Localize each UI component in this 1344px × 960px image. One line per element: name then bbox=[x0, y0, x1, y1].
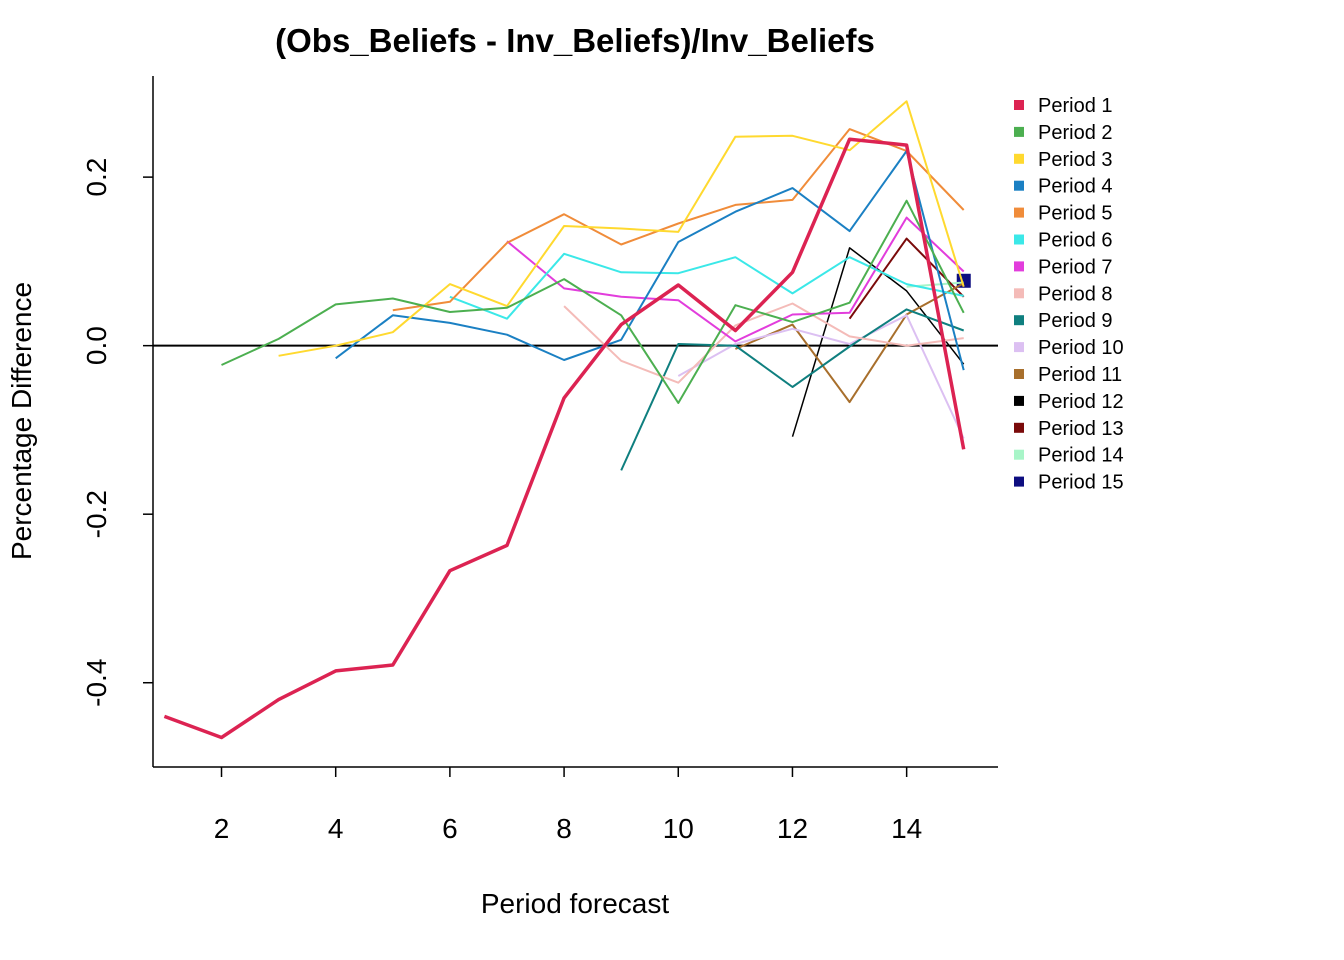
legend-label-period-2: Period 2 bbox=[1038, 122, 1113, 144]
period-5-line bbox=[392, 128, 965, 312]
legend-swatch-period-3 bbox=[1014, 153, 1024, 164]
series-layer bbox=[163, 100, 971, 740]
x-tick-label: 14 bbox=[891, 813, 922, 844]
legend-label-period-13: Period 13 bbox=[1038, 418, 1124, 440]
y-tick-label: -0.4 bbox=[81, 659, 112, 707]
period-11-line bbox=[735, 282, 965, 404]
legend-swatch-period-15 bbox=[1014, 476, 1024, 487]
legend-swatch-period-9 bbox=[1014, 315, 1024, 326]
period-2-line bbox=[221, 199, 965, 404]
period-10-line bbox=[677, 314, 965, 439]
legend-label-period-7: Period 7 bbox=[1038, 256, 1113, 278]
x-tick-label: 8 bbox=[556, 813, 572, 844]
x-tick-label: 12 bbox=[777, 813, 808, 844]
legend-swatch-period-7 bbox=[1014, 261, 1024, 272]
period-8-line bbox=[563, 302, 964, 384]
legend-label-period-1: Period 1 bbox=[1038, 95, 1113, 117]
legend-label-period-15: Period 15 bbox=[1038, 472, 1124, 494]
x-axis-label: Period forecast bbox=[481, 888, 670, 919]
legend-swatch-period-6 bbox=[1014, 234, 1024, 245]
legend-label-period-11: Period 11 bbox=[1038, 364, 1122, 386]
legend-swatch-period-11 bbox=[1014, 369, 1024, 379]
legend-label-period-5: Period 5 bbox=[1038, 203, 1113, 225]
legend-label-period-9: Period 9 bbox=[1038, 310, 1113, 332]
legend-swatch-period-10 bbox=[1014, 342, 1024, 353]
period-3-line bbox=[278, 100, 965, 357]
legend-label-period-12: Period 12 bbox=[1038, 391, 1124, 413]
period-4-line bbox=[335, 150, 965, 371]
x-tick-label: 4 bbox=[328, 813, 344, 844]
y-tick-label: 0.0 bbox=[81, 326, 112, 365]
legend-swatch-period-8 bbox=[1014, 288, 1024, 299]
legend: Period 1 Period 2 Period 3 Period 4 Period 5… bbox=[1014, 95, 1124, 494]
x-tick-label: 10 bbox=[663, 813, 694, 844]
legend-label-period-4: Period 4 bbox=[1038, 176, 1113, 198]
legend-swatch-period-2 bbox=[1014, 126, 1024, 137]
legend-swatch-period-4 bbox=[1014, 180, 1024, 191]
period-6-line bbox=[449, 252, 964, 320]
x-tick-label: 6 bbox=[442, 813, 458, 844]
legend-label-period-3: Period 3 bbox=[1038, 149, 1113, 171]
period-9-line bbox=[620, 308, 965, 471]
legend-swatch-period-1 bbox=[1014, 100, 1024, 110]
legend-label-period-8: Period 8 bbox=[1038, 283, 1113, 305]
x-tick-label: 2 bbox=[214, 813, 230, 844]
axes: 2 4 6 8 10 12 14 -0.4 -0.2 0.0 0.2 bbox=[81, 76, 998, 844]
legend-label-period-6: Period 6 bbox=[1038, 230, 1113, 252]
y-axis-label: Percentage Difference bbox=[6, 282, 37, 560]
legend-label-period-14: Period 14 bbox=[1038, 445, 1124, 467]
legend-swatch-period-13 bbox=[1014, 422, 1024, 433]
y-tick-label: -0.2 bbox=[81, 490, 112, 538]
period-1-line bbox=[163, 137, 966, 740]
legend-label-period-10: Period 10 bbox=[1038, 337, 1124, 359]
legend-swatch-period-12 bbox=[1014, 395, 1024, 406]
period-12-line bbox=[791, 247, 965, 437]
legend-swatch-period-14 bbox=[1014, 449, 1024, 460]
chart-title: (Obs_Beliefs - Inv_Beliefs)/Inv_Beliefs bbox=[275, 22, 875, 59]
legend-swatch-period-5 bbox=[1014, 207, 1024, 218]
y-tick-label: 0.2 bbox=[81, 158, 112, 197]
